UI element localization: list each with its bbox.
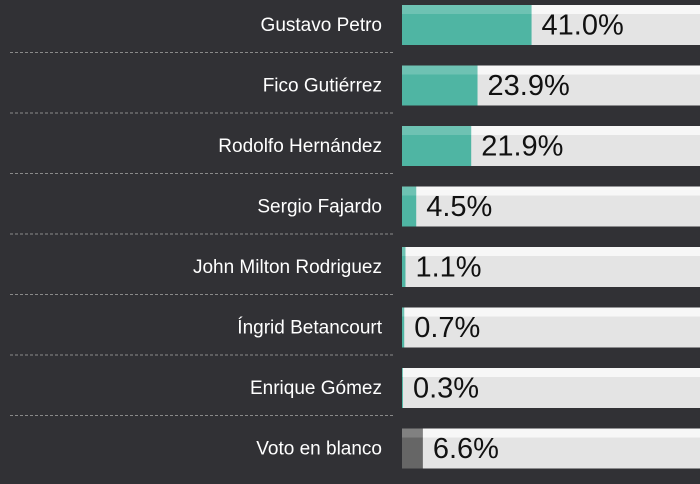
track-highlight (402, 186, 700, 196)
bar (402, 428, 423, 469)
track-highlight (402, 65, 700, 75)
candidate-name: Rodolfo Hernández (218, 136, 382, 157)
value-label: 41.0% (542, 10, 624, 42)
bar-highlight (402, 5, 532, 14)
track-highlight (402, 126, 700, 135)
bar (402, 186, 417, 227)
candidate-name: Enrique Gómez (250, 378, 382, 399)
bar-highlight (402, 428, 423, 438)
candidate-name: Sergio Fajardo (257, 197, 382, 218)
value-label: 1.1% (415, 252, 481, 284)
value-label: 4.5% (426, 191, 492, 223)
value-label: 0.7% (414, 312, 480, 344)
bar-highlight (402, 186, 417, 196)
bar (402, 65, 478, 106)
bar-highlight (402, 307, 405, 317)
bar (402, 307, 405, 348)
value-label: 23.9% (488, 70, 570, 102)
bar (402, 5, 532, 45)
bar-highlight (402, 247, 406, 256)
value-label: 0.3% (413, 373, 479, 405)
candidate-name: Voto en blanco (256, 439, 382, 460)
track-highlight (402, 5, 700, 14)
candidate-name: Fico Gutiérrez (263, 76, 382, 97)
candidate-name: John Milton Rodriguez (193, 257, 382, 278)
track-highlight (402, 307, 700, 317)
bar (402, 247, 406, 287)
value-label: 21.9% (481, 131, 563, 163)
track-highlight (402, 428, 700, 438)
bar (402, 368, 403, 408)
track-highlight (402, 368, 700, 377)
value-label: 6.6% (433, 433, 499, 465)
bar-highlight (402, 126, 472, 135)
bar (402, 126, 472, 166)
track-highlight (402, 247, 700, 256)
candidate-name: Gustavo Petro (261, 15, 382, 36)
candidate-name: Íngrid Betancourt (237, 318, 382, 339)
bar-highlight (402, 368, 403, 377)
bar-highlight (402, 65, 478, 75)
